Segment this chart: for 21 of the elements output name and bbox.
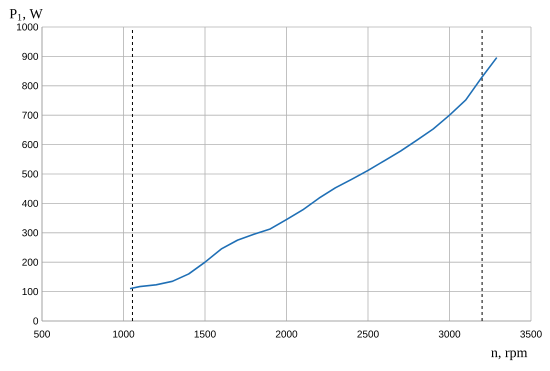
x-tick-label: 1000 <box>113 330 134 338</box>
y-tick-label: 500 <box>22 170 38 178</box>
y-tick-label: 400 <box>22 200 38 207</box>
x-axis-title: n, rpm <box>491 350 528 360</box>
y-axis-title: P$_{1}$, W <box>10 9 43 20</box>
y-tick-label: 800 <box>22 82 38 90</box>
y-tick-label: 0 <box>33 317 38 325</box>
line-series <box>129 56 498 290</box>
y-tick-label: 700 <box>22 112 38 119</box>
x-tick-label: 3500 <box>520 330 542 338</box>
x-tick-label: 3000 <box>438 330 460 338</box>
x-tick-label: 2000 <box>276 330 298 338</box>
y-tick-label: 200 <box>22 258 38 266</box>
y-tick-label: 100 <box>22 288 38 296</box>
y-tick-label: 300 <box>22 229 38 236</box>
x-tick-label: 1500 <box>194 330 216 338</box>
y-tick-label: 600 <box>22 141 38 148</box>
y-tick-label: 1000 <box>16 23 38 31</box>
x-tick-label: 2500 <box>357 330 379 338</box>
y-tick-label: 900 <box>22 52 38 60</box>
x-tick-label: 500 <box>34 330 50 338</box>
